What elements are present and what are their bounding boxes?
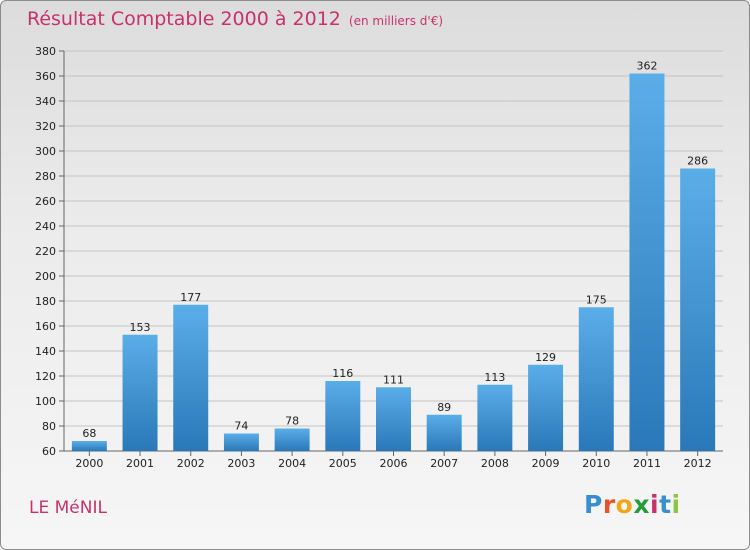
bar	[680, 168, 716, 451]
y-tick-label: 100	[35, 395, 56, 408]
bar	[477, 384, 513, 451]
bar-value-label: 177	[180, 291, 201, 304]
bar	[629, 73, 665, 451]
bar	[376, 387, 411, 451]
logo-letter: t	[659, 490, 672, 519]
y-tick-label: 260	[35, 195, 56, 208]
x-tick-label: 2002	[177, 457, 205, 470]
x-tick-label: 2001	[126, 457, 154, 470]
bar-value-label: 362	[636, 60, 657, 73]
x-tick-label: 2004	[278, 457, 306, 470]
x-tick-label: 2011	[633, 457, 661, 470]
commune-name: LE MéNIL	[29, 498, 107, 518]
y-tick-label: 380	[35, 45, 56, 58]
x-tick-label: 2012	[684, 457, 712, 470]
x-tick-label: 2006	[380, 457, 408, 470]
y-tick-label: 160	[35, 320, 56, 333]
title-text: Résultat Comptable 2000 à 2012	[27, 8, 341, 30]
x-tick-label: 2007	[430, 457, 458, 470]
bar	[71, 441, 107, 451]
y-tick-label: 60	[42, 445, 56, 458]
bar-value-label: 286	[687, 155, 708, 168]
logo-letter: i	[671, 490, 681, 519]
bar-value-label: 175	[586, 293, 607, 306]
y-tick-label: 80	[42, 420, 56, 433]
bar-value-label: 116	[332, 367, 353, 380]
x-tick-label: 2010	[582, 457, 610, 470]
chart-title: Résultat Comptable 2000 à 2012 (en millie…	[27, 8, 443, 30]
bar-value-label: 129	[535, 351, 556, 364]
x-tick-label: 2000	[75, 457, 103, 470]
bar-value-label: 78	[285, 415, 299, 428]
bar	[426, 414, 462, 451]
bar-value-label: 89	[437, 401, 451, 414]
bar	[223, 433, 259, 451]
y-tick-label: 280	[35, 170, 56, 183]
y-tick-label: 320	[35, 120, 56, 133]
bar	[122, 334, 158, 451]
title-unit: (en milliers d'€)	[348, 14, 444, 28]
x-tick-label: 2009	[532, 457, 560, 470]
proxiti-logo: Proxiti	[584, 490, 681, 519]
x-tick-label: 2003	[227, 457, 255, 470]
y-tick-label: 340	[35, 95, 56, 108]
bar	[578, 307, 614, 451]
bar	[528, 364, 564, 451]
y-tick-label: 180	[35, 295, 56, 308]
bar	[325, 381, 361, 451]
y-tick-label: 300	[35, 145, 56, 158]
bar	[173, 304, 209, 451]
y-tick-label: 240	[35, 220, 56, 233]
y-tick-label: 200	[35, 270, 56, 283]
x-tick-label: 2005	[329, 457, 357, 470]
y-tick-label: 120	[35, 370, 56, 383]
logo-letter: r	[602, 490, 616, 519]
logo-letter: o	[615, 490, 634, 519]
bars	[71, 73, 716, 451]
bar-value-label: 111	[383, 373, 404, 386]
y-tick-label: 140	[35, 345, 56, 358]
bar-value-label: 68	[82, 427, 96, 440]
logo-letter: x	[633, 490, 650, 519]
logo-letter: i	[650, 490, 660, 519]
axes: 60 80 100 120 140 160 180 200 220 240 260 280 300 320…	[35, 45, 723, 470]
y-tick-label: 360	[35, 70, 56, 83]
logo-letter: P	[584, 490, 603, 519]
bar-value-label: 113	[484, 371, 505, 384]
data-labels: 68 153 177 74 78 116 111 89 113 129 175 362 286	[82, 60, 708, 441]
bar	[274, 428, 310, 451]
x-tick-label: 2008	[481, 457, 509, 470]
y-tick-label: 220	[35, 245, 56, 258]
bar-value-label: 153	[130, 321, 151, 334]
bar-value-label: 74	[234, 420, 248, 433]
